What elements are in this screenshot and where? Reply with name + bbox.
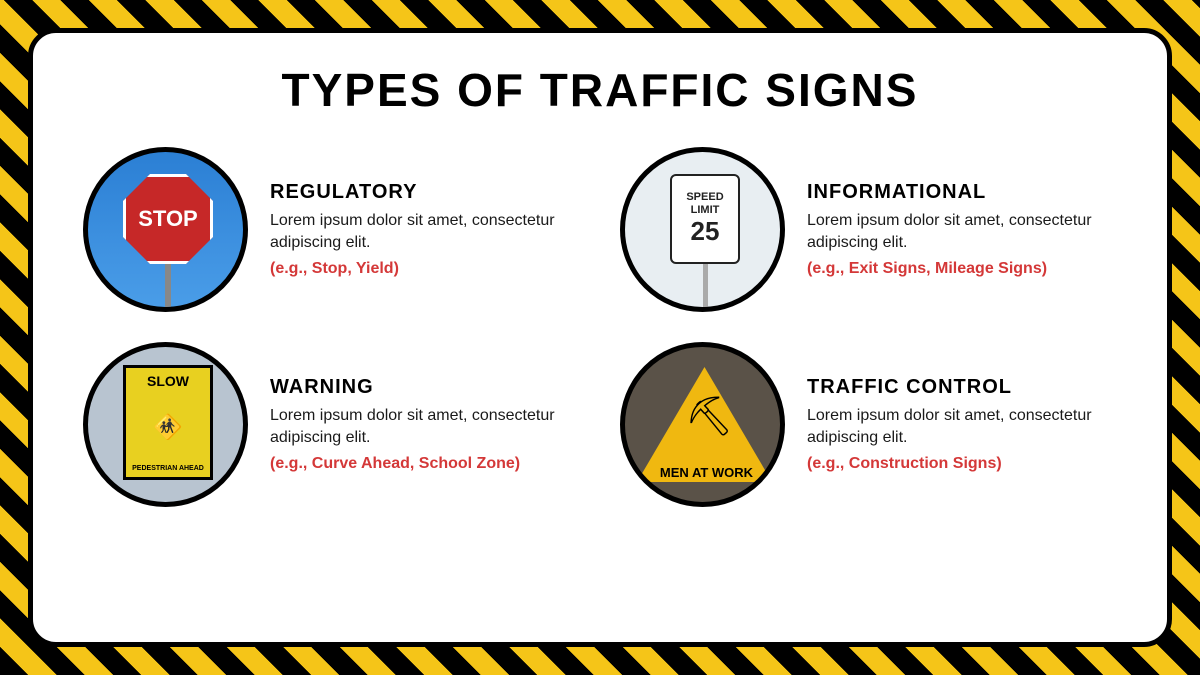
speed-sign-icon: SPEED LIMIT 25 bbox=[670, 174, 740, 264]
sign-circle-stop: STOP bbox=[83, 147, 248, 312]
item-heading: WARNING bbox=[270, 376, 580, 399]
slow-top: SLOW bbox=[147, 373, 189, 389]
speed-line1: SPEED bbox=[686, 191, 723, 203]
slow-bottom: PEDESTRIAN AHEAD bbox=[132, 465, 204, 472]
pedestrian-icon: 🚸 bbox=[153, 413, 183, 442]
item-description: Lorem ipsum dolor sit amet, consectetur … bbox=[807, 210, 1117, 255]
item-description: Lorem ipsum dolor sit amet, consectetur … bbox=[807, 405, 1117, 450]
stop-pole-icon bbox=[165, 262, 171, 312]
hazard-border: TYPES OF TRAFFIC SIGNS STOP REGULATORY L… bbox=[0, 0, 1200, 675]
speed-value: 25 bbox=[691, 216, 720, 247]
item-heading: REGULATORY bbox=[270, 181, 580, 204]
speed-pole-icon bbox=[703, 264, 708, 312]
item-example: (e.g., Exit Signs, Mileage Signs) bbox=[807, 260, 1117, 278]
worker-icon: ⛏ bbox=[685, 395, 733, 439]
item-description: Lorem ipsum dolor sit amet, consectetur … bbox=[270, 405, 580, 450]
item-description: Lorem ipsum dolor sit amet, consectetur … bbox=[270, 210, 580, 255]
item-example: (e.g., Construction Signs) bbox=[807, 455, 1117, 473]
sign-item-informational: SPEED LIMIT 25 INFORMATIONAL Lorem ipsum… bbox=[620, 147, 1117, 312]
item-example: (e.g., Curve Ahead, School Zone) bbox=[270, 455, 580, 473]
work-label: MEN AT WORK bbox=[649, 465, 764, 480]
item-heading: INFORMATIONAL bbox=[807, 181, 1117, 204]
text-block: REGULATORY Lorem ipsum dolor sit amet, c… bbox=[270, 181, 580, 279]
sign-circle-work: ⛏ MEN AT WORK bbox=[620, 342, 785, 507]
sign-circle-speed: SPEED LIMIT 25 bbox=[620, 147, 785, 312]
slow-sign-icon: SLOW 🚸 PEDESTRIAN AHEAD bbox=[123, 365, 213, 480]
page-title: TYPES OF TRAFFIC SIGNS bbox=[83, 63, 1117, 117]
signs-grid: STOP REGULATORY Lorem ipsum dolor sit am… bbox=[83, 147, 1117, 507]
speed-line2: LIMIT bbox=[691, 204, 720, 216]
text-block: TRAFFIC CONTROL Lorem ipsum dolor sit am… bbox=[807, 376, 1117, 474]
content-panel: TYPES OF TRAFFIC SIGNS STOP REGULATORY L… bbox=[28, 28, 1172, 647]
sign-item-warning: SLOW 🚸 PEDESTRIAN AHEAD WARNING Lorem ip… bbox=[83, 342, 580, 507]
item-heading: TRAFFIC CONTROL bbox=[807, 376, 1117, 399]
sign-circle-slow: SLOW 🚸 PEDESTRIAN AHEAD bbox=[83, 342, 248, 507]
sign-item-traffic-control: ⛏ MEN AT WORK TRAFFIC CONTROL Lorem ipsu… bbox=[620, 342, 1117, 507]
stop-sign-icon: STOP bbox=[123, 174, 213, 264]
text-block: INFORMATIONAL Lorem ipsum dolor sit amet… bbox=[807, 181, 1117, 279]
item-example: (e.g., Stop, Yield) bbox=[270, 260, 580, 278]
text-block: WARNING Lorem ipsum dolor sit amet, cons… bbox=[270, 376, 580, 474]
sign-item-regulatory: STOP REGULATORY Lorem ipsum dolor sit am… bbox=[83, 147, 580, 312]
